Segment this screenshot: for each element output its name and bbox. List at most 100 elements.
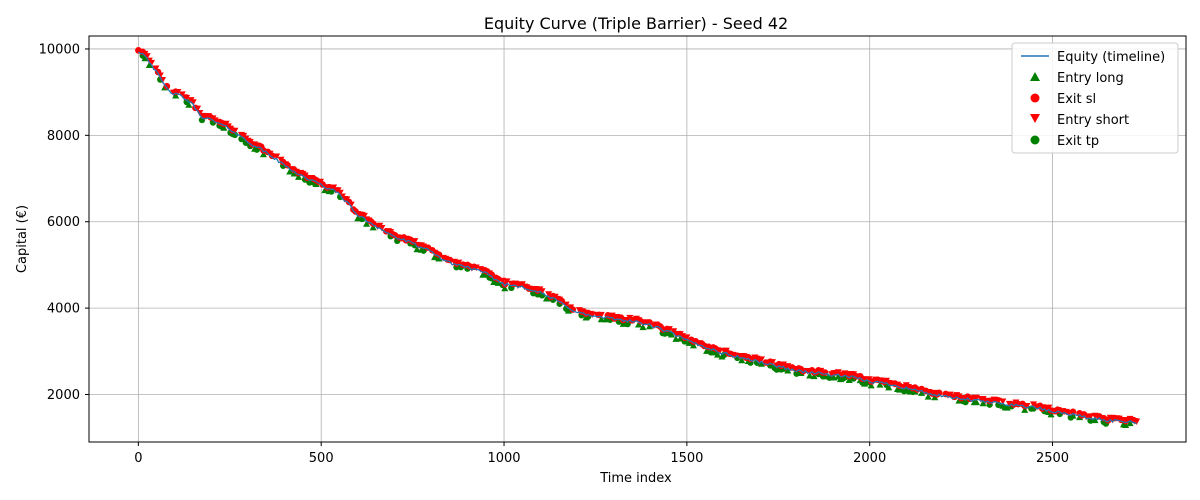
entry-long-marker — [295, 173, 303, 180]
x-axis-label: Time index — [599, 471, 672, 486]
x-tick-label: 0 — [134, 451, 142, 466]
entry-short-marker — [683, 334, 691, 341]
entry-long-marker — [646, 322, 654, 330]
legend: Equity (timeline) Entry long Exit sl Ent… — [1011, 42, 1179, 154]
entry-long-marker — [286, 168, 294, 175]
entry-short-marker — [455, 259, 463, 267]
x-tick-label: 1500 — [670, 451, 703, 466]
entry-long-marker — [321, 186, 329, 194]
legend-box — [1011, 42, 1179, 154]
entry-long-marker — [564, 307, 572, 314]
exit-sl-marker — [494, 275, 502, 283]
entry-long-marker — [924, 393, 932, 400]
chart-title: Equity Curve (Triple Barrier) - Seed 42 — [484, 14, 788, 33]
entry-short-marker — [1091, 412, 1099, 420]
entry-short-marker — [999, 398, 1007, 405]
entry-long-marker — [867, 381, 875, 389]
entry-long-marker — [413, 245, 421, 253]
entry-short-marker — [1087, 413, 1095, 421]
exit-tp-marker — [707, 349, 715, 356]
entry-short-marker — [273, 153, 281, 160]
entry-long-marker — [1069, 412, 1077, 419]
entry-long-marker — [714, 351, 722, 358]
entry-short-marker — [597, 311, 605, 319]
entry-long-marker — [845, 376, 853, 384]
entry-short-marker — [231, 127, 239, 135]
y-axis-label: Capital (€) — [15, 205, 30, 273]
exit-sl-marker — [935, 389, 943, 397]
entry-short-marker — [378, 224, 386, 232]
entry-short-marker — [211, 117, 219, 124]
entry-short-marker — [251, 141, 259, 148]
legend-entry-short-label: Entry short — [1057, 113, 1129, 128]
entry-short-marker — [670, 328, 678, 335]
y-axis-ticks: 2000 4000 6000 8000 10000 — [39, 42, 89, 403]
entry-long-marker — [220, 124, 228, 131]
legend-exit-tp-icon — [1030, 135, 1040, 145]
legend-entry-short-icon — [1030, 114, 1040, 123]
entry-short-marker — [503, 278, 511, 285]
series-layer — [135, 47, 1141, 428]
y-tick-label: 6000 — [47, 215, 80, 230]
entry-long-marker — [784, 366, 792, 374]
exit-sl-marker — [957, 394, 965, 402]
entry-long-marker — [810, 372, 818, 380]
entry-short-marker — [562, 301, 570, 309]
entry-short-marker — [411, 238, 419, 245]
entry-long-marker — [1126, 419, 1134, 427]
entry-short-marker — [420, 243, 428, 251]
entry-long-marker — [501, 284, 509, 292]
entry-long-marker — [689, 341, 697, 349]
x-axis-ticks: 0 500 1000 1500 2000 2500 — [134, 442, 1069, 466]
entry-short-marker — [174, 88, 182, 96]
equity-line — [137, 51, 1137, 425]
x-tick-label: 2500 — [1036, 451, 1069, 466]
entry-long-marker — [918, 389, 926, 396]
entry-long-marker — [185, 101, 193, 108]
entry-long-marker — [979, 399, 987, 407]
entry-short-marker — [152, 65, 160, 72]
entry-long-marker — [876, 381, 884, 388]
entry-long-marker — [145, 61, 153, 69]
entry-long-marker — [481, 270, 489, 278]
entry-long-marker — [259, 150, 267, 158]
exit-sl-marker — [163, 82, 171, 90]
legend-equity-label: Equity (timeline) — [1057, 50, 1165, 65]
entry-short-marker — [360, 212, 368, 220]
y-tick-label: 8000 — [47, 129, 80, 144]
entry-long-marker — [806, 371, 814, 379]
entry-short-marker — [904, 384, 912, 391]
entry-short-marker — [716, 348, 724, 355]
exit-tp-marker — [624, 320, 631, 328]
entry-long-marker — [639, 323, 647, 331]
entry-short-marker — [316, 178, 324, 186]
entry-long-marker — [757, 360, 765, 367]
entry-short-marker — [148, 59, 156, 67]
y-tick-label: 4000 — [47, 302, 80, 317]
entry-long-marker — [1047, 410, 1055, 418]
entry-long-marker — [738, 356, 746, 364]
entry-short-marker — [189, 99, 197, 106]
legend-entry-long-label: Entry long — [1057, 71, 1124, 86]
entry-long-marker — [1122, 421, 1130, 428]
entry-long-marker — [863, 378, 871, 386]
entry-short-marker — [1133, 418, 1141, 425]
entry-short-marker — [545, 291, 553, 298]
legend-exit-tp-label: Exit tp — [1057, 134, 1099, 149]
y-tick-label: 10000 — [39, 42, 80, 57]
entry-long-marker — [972, 398, 980, 406]
exit-sl-marker — [799, 368, 807, 375]
x-tick-label: 2000 — [853, 451, 886, 466]
entry-short-marker — [538, 288, 546, 295]
entry-short-marker — [757, 356, 765, 363]
legend-entry-long-icon — [1030, 72, 1040, 81]
entry-short-marker — [183, 94, 191, 102]
exit-sl-marker — [435, 251, 443, 258]
entry-short-marker — [861, 376, 869, 383]
y-tick-label: 2000 — [47, 388, 80, 403]
entry-long-marker — [668, 330, 676, 338]
plot-frame — [88, 35, 1187, 443]
entry-short-marker — [194, 105, 202, 113]
entry-long-marker — [363, 220, 371, 227]
